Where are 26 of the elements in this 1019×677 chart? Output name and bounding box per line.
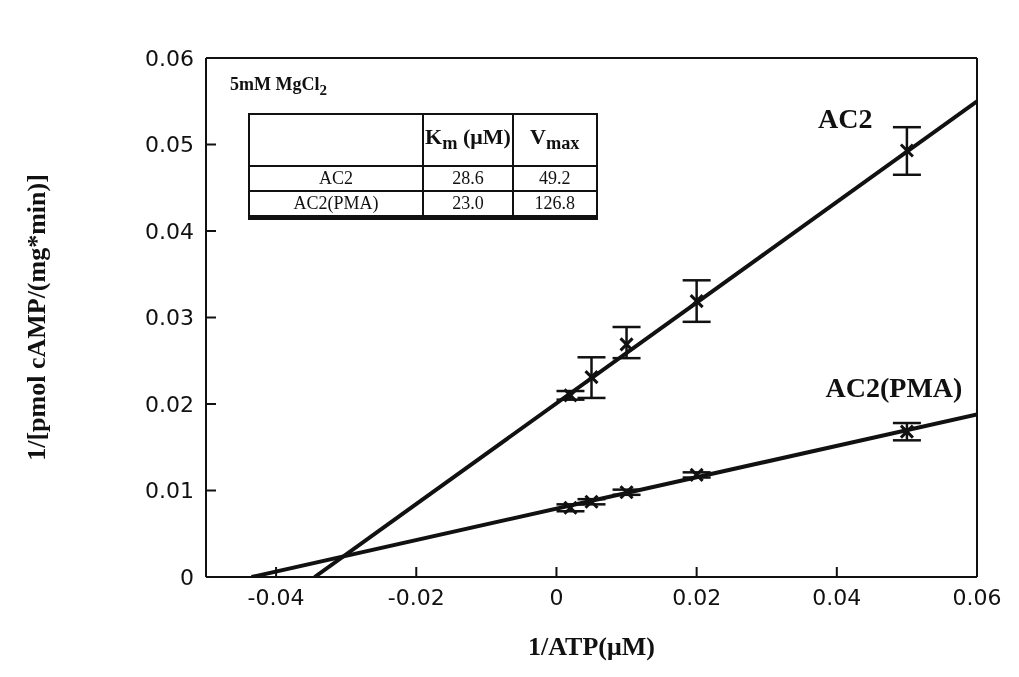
x-tick-label: 0.04 — [812, 584, 862, 610]
annotation: 23.0 — [452, 192, 484, 213]
x-tick-label: 0 — [549, 584, 564, 610]
series-label: AC2(PMA) — [825, 372, 963, 404]
y-tick-label: 0.02 — [145, 391, 194, 417]
y-tick-label: 0.06 — [145, 45, 194, 71]
y-axis-title: 1/[pmol cAMP/(mg*min)] — [22, 174, 52, 461]
x-tick-label: -0.02 — [387, 584, 445, 610]
y-tick-label: 0.01 — [145, 478, 194, 504]
x-tick-label: 0.02 — [672, 584, 722, 610]
annotation: AC2(PMA) — [293, 192, 379, 213]
annotation: 126.8 — [534, 192, 576, 213]
y-tick-label: 0.05 — [145, 132, 194, 158]
y-tick-label: 0 — [180, 564, 194, 590]
x-tick-label: -0.04 — [247, 584, 305, 610]
y-tick-label: 0.03 — [145, 305, 194, 331]
y-tick-label: 0.04 — [145, 218, 194, 244]
annotation: V$_{max}$ — [530, 124, 580, 154]
series-label: AC2 — [817, 103, 873, 135]
annotation: 28.6 — [452, 167, 484, 188]
x-axis-title: 1/ATP(μM) — [528, 632, 655, 661]
annotation: 5mM MgCl$_{2}$ — [230, 74, 327, 98]
annotation: 49.2 — [539, 167, 571, 188]
annotation: K$_{m}$ (μM) — [425, 124, 511, 154]
annotation: AC2 — [318, 167, 353, 188]
x-tick-label: 0.06 — [952, 584, 1002, 610]
